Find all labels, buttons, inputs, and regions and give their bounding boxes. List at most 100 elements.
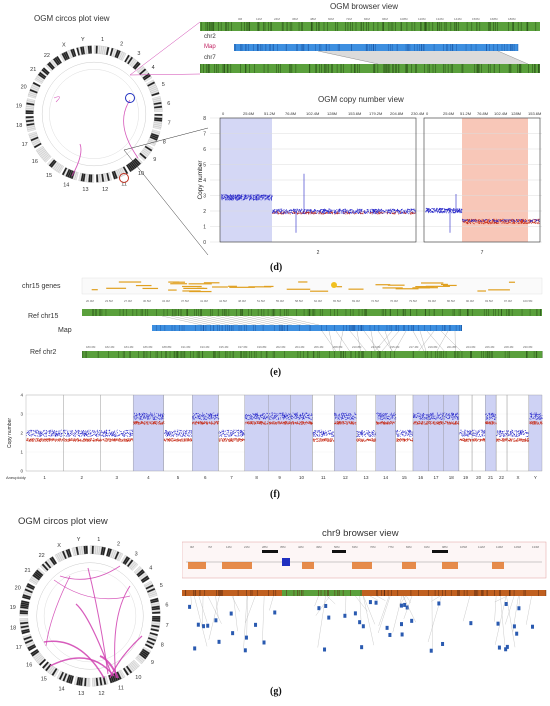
svg-text:100.5M: 100.5M: [523, 299, 533, 303]
circos-chromosome-10: [123, 660, 140, 676]
y-tick: 1: [20, 450, 23, 455]
circos-chromosome-21: [35, 67, 50, 83]
circos-title-g: OGM circos plot view: [18, 516, 108, 527]
x-tick-chr7: 0: [426, 111, 429, 116]
svg-text:83.0M: 83.0M: [428, 299, 436, 303]
circos-chromosome-8: [147, 130, 160, 146]
browser-title-g: chr9 browser view: [322, 528, 399, 539]
chr-label-2: 2: [317, 250, 320, 256]
x-tick-chr2: 128M: [327, 111, 337, 116]
circos-chromosome-7: [153, 114, 162, 129]
circos-chromosome-8: [145, 632, 158, 649]
chromosome-22: 22: [496, 395, 508, 480]
circos-chromosome-Y: [72, 546, 88, 556]
circos-chromosome-13: [74, 677, 90, 687]
y-tick: 7: [203, 132, 206, 138]
chromosome-2: 2: [63, 395, 101, 480]
circos-label-16: 16: [32, 159, 38, 165]
chromosome-label: 19: [463, 475, 469, 480]
x-tick-chr2: 204.8M: [390, 111, 403, 116]
chromosome-1: 1: [26, 395, 64, 480]
svg-text:193.2M: 193.2M: [200, 345, 210, 349]
svg-text:55.0M: 55.0M: [276, 299, 284, 303]
chromosome-20: 20: [472, 395, 486, 480]
circos-chromosome-12: [96, 172, 112, 182]
y-tick: 6: [203, 147, 206, 153]
svg-text:210.8M: 210.8M: [352, 345, 362, 349]
circos-label-13: 13: [82, 187, 88, 193]
svg-text:34.0M: 34.0M: [162, 299, 170, 303]
circos-chromosome-4: [137, 66, 152, 82]
x-tick-chr2: 102.4M: [306, 111, 319, 116]
circos-chromosome-12: [92, 676, 108, 686]
svg-text:96M: 96M: [382, 17, 388, 21]
circos-label-2: 2: [117, 542, 120, 548]
ref1-label-e: Ref chr15: [28, 313, 58, 320]
x-tick-chr2: 179.2M: [369, 111, 382, 116]
circos-chromosome-7: [151, 616, 161, 632]
circos-chromosome-17: [23, 634, 36, 651]
circos-chromosome-20: [22, 583, 35, 600]
svg-text:224.0M: 224.0M: [466, 345, 476, 349]
chromosome-label: 14: [383, 475, 389, 480]
svg-text:215.2M: 215.2M: [390, 345, 400, 349]
y-axis-label: Copy number: [7, 418, 13, 448]
chromosome-8: 8: [245, 395, 270, 480]
chromosome-label: X: [516, 475, 519, 480]
chromosome-label: 9: [278, 475, 281, 480]
circos-chromosome-9: [135, 647, 150, 664]
chromosome-label: 13: [363, 475, 369, 480]
svg-text:180M: 180M: [508, 17, 516, 21]
x-tick-chr7: 51.2M: [460, 111, 471, 116]
x-tick-chr7: 128M: [511, 111, 521, 116]
x-tick-chr7: 153.6M: [528, 111, 541, 116]
circos-label-10: 10: [135, 675, 141, 681]
circos-label-12: 12: [102, 187, 108, 193]
svg-text:195.4M: 195.4M: [219, 345, 229, 349]
chromosome-label: 5: [177, 475, 180, 480]
svg-text:182.2M: 182.2M: [105, 345, 115, 349]
map-label-e: Map: [58, 327, 72, 334]
circos-label-8: 8: [163, 140, 166, 146]
chromosome-label: 20: [476, 475, 482, 480]
svg-text:30.5M: 30.5M: [143, 299, 151, 303]
circos-chromosome-20: [28, 82, 41, 98]
svg-text:72.5M: 72.5M: [371, 299, 379, 303]
track-label-map: Map: [204, 44, 216, 50]
chromosome-21: 21: [485, 395, 497, 480]
circos-chromosome-19: [26, 99, 35, 114]
chr-label-7: 7: [481, 250, 484, 256]
chromosome-X: X: [507, 395, 529, 480]
svg-text:23.5M: 23.5M: [105, 299, 113, 303]
svg-text:90.0M: 90.0M: [466, 299, 474, 303]
circos-label-17: 17: [16, 645, 22, 651]
svg-text:132M: 132M: [436, 17, 444, 21]
circos-chromosome-4: [134, 566, 150, 583]
y-tick: 4: [20, 393, 23, 398]
circos-label-4: 4: [152, 65, 155, 71]
svg-text:76.0M: 76.0M: [390, 299, 398, 303]
circos-label-5: 5: [162, 82, 165, 88]
circos-label-14: 14: [58, 686, 64, 692]
chromosome-label: 11: [321, 475, 326, 480]
svg-text:48.0M: 48.0M: [238, 299, 246, 303]
circos-label-15: 15: [41, 676, 47, 682]
chromosome-label: 6: [204, 475, 207, 480]
chromosome-12: 12: [334, 395, 356, 480]
svg-text:228.4M: 228.4M: [504, 345, 514, 349]
circos-label-Y: Y: [77, 537, 81, 543]
svg-text:230.6M: 230.6M: [523, 345, 533, 349]
svg-text:0M: 0M: [238, 17, 243, 21]
circos-chromosome-2: [106, 548, 123, 561]
circos-label-19: 19: [10, 605, 16, 611]
circos-label-12: 12: [98, 691, 104, 697]
y-tick: 0: [20, 469, 23, 474]
circos-link: [54, 97, 60, 102]
svg-text:186.6M: 186.6M: [143, 345, 153, 349]
chromosome-label: 2: [80, 475, 83, 480]
